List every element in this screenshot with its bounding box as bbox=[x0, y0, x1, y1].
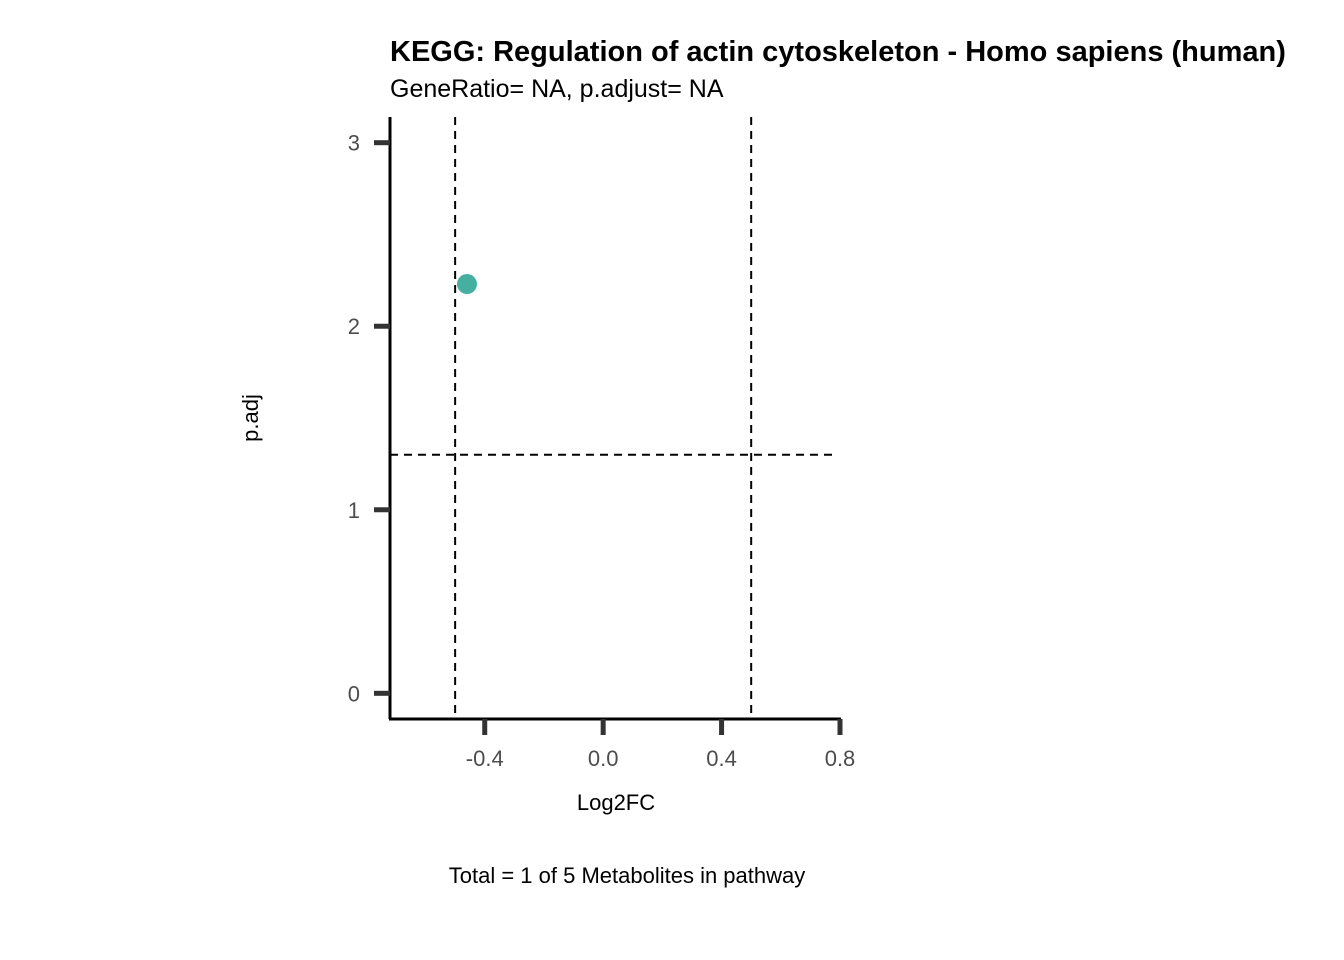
chart-title: KEGG: Regulation of actin cytoskeleton -… bbox=[390, 36, 1286, 68]
y-tick-label-0: 0 bbox=[348, 681, 360, 706]
y-axis-title: p.adj bbox=[238, 394, 263, 442]
x-tick-label-0: -0.4 bbox=[466, 746, 504, 771]
x-axis-ticks: -0.4 0.0 0.4 0.8 bbox=[466, 719, 856, 771]
x-tick-label-1: 0.0 bbox=[588, 746, 619, 771]
y-tick-label-3: 3 bbox=[348, 131, 360, 156]
x-tick-label-3: 0.8 bbox=[825, 746, 856, 771]
y-tick-label-1: 1 bbox=[348, 498, 360, 523]
x-axis-title: Log2FC bbox=[577, 790, 655, 815]
chart-caption: Total = 1 of 5 Metabolites in pathway bbox=[449, 863, 806, 888]
y-axis-ticks: 0 1 2 3 bbox=[348, 131, 390, 706]
y-tick-label-2: 2 bbox=[348, 314, 360, 339]
data-point-0 bbox=[456, 274, 477, 295]
reference-lines bbox=[390, 117, 836, 719]
data-points bbox=[456, 274, 477, 295]
chart-subtitle: GeneRatio= NA, p.adjust= NA bbox=[390, 75, 724, 103]
x-tick-label-2: 0.4 bbox=[706, 746, 737, 771]
